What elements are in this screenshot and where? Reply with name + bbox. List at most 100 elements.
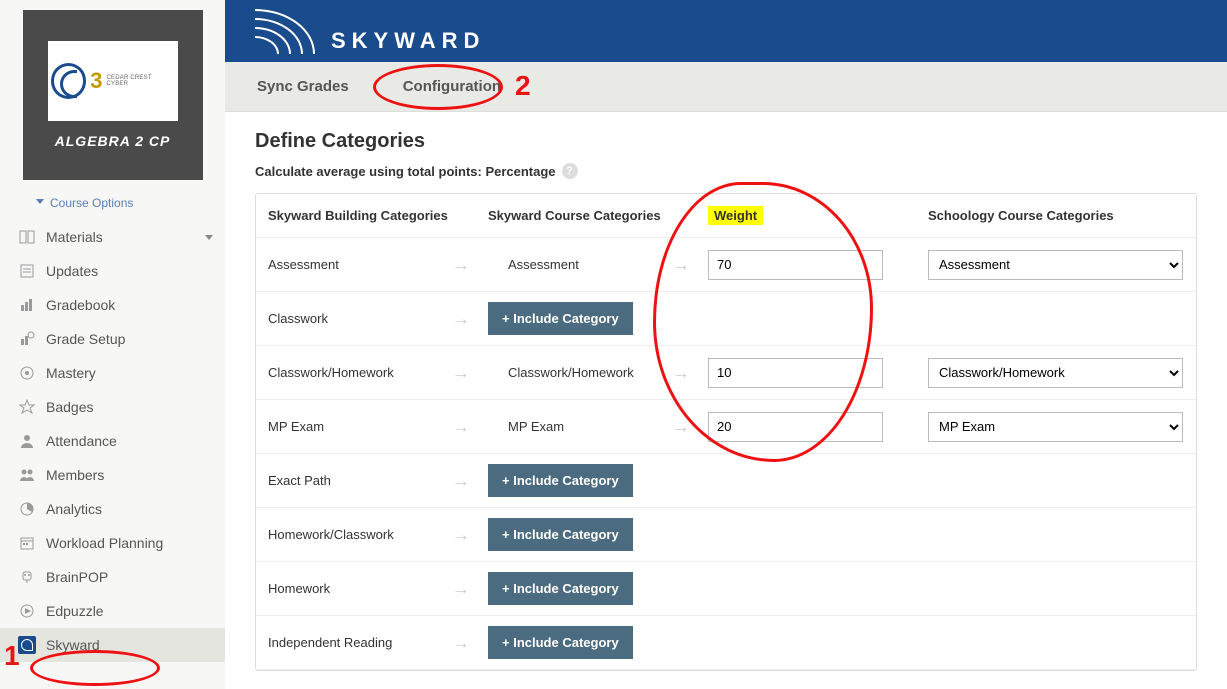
schoology-cell: Classwork/Homework (916, 354, 1196, 392)
course-category-cell: + Include Category (476, 568, 696, 609)
tab-sync-grades[interactable]: Sync Grades (245, 62, 361, 111)
course-category-cell: Classwork/Homework→ (476, 361, 696, 384)
table-row: Assessment → Assessment → Assessment (256, 238, 1196, 292)
course-options-toggle[interactable]: Course Options (0, 190, 225, 220)
help-icon[interactable]: ? (562, 163, 578, 179)
arrow-right-icon: → (672, 362, 690, 383)
weight-input[interactable] (708, 250, 883, 280)
sidebar-item-skyward[interactable]: Skyward (0, 628, 225, 662)
sidebar-item-brainpop[interactable]: BrainPOP (0, 560, 225, 594)
sidebar-item-materials[interactable]: Materials (0, 220, 225, 254)
building-category-text: Classwork/Homework (268, 365, 394, 380)
col-weight: Weight (696, 202, 916, 229)
course-card[interactable]: 3 CEDAR CREST CYBER ALGEBRA 2 CP (23, 10, 203, 180)
building-category-cell: Homework/Classwork → (256, 523, 476, 546)
arrow-right-icon: → (452, 416, 470, 437)
edpuzzle-icon (18, 602, 36, 620)
sidebar-item-label: Grade Setup (46, 331, 125, 347)
include-category-button[interactable]: + Include Category (488, 302, 633, 335)
skyward-brand-text: SKYWARD (331, 28, 485, 54)
sidebar-item-badges[interactable]: Badges (0, 390, 225, 424)
course-category-cell: + Include Category (476, 514, 696, 555)
badge-text: CEDAR CREST CYBER (106, 75, 174, 87)
include-category-button[interactable]: + Include Category (488, 572, 633, 605)
schoology-cell (916, 477, 1196, 485)
col-building: Skyward Building Categories (256, 204, 476, 227)
table-row: Classwork→+ Include Category (256, 292, 1196, 346)
updates-icon (18, 262, 36, 280)
include-category-button[interactable]: + Include Category (488, 626, 633, 659)
members-icon (18, 466, 36, 484)
schoology-cell (916, 639, 1196, 647)
weight-cell (696, 477, 916, 485)
building-category-text: Homework/Classwork (268, 527, 394, 542)
sidebar-item-analytics[interactable]: Analytics (0, 492, 225, 526)
arrow-right-icon: → (452, 524, 470, 545)
include-category-button[interactable]: + Include Category (488, 464, 633, 497)
mastery-icon (18, 364, 36, 382)
sidebar-item-label: Edpuzzle (46, 603, 104, 619)
tab-bar: Sync Grades Configuration 2 (225, 62, 1227, 112)
table-row: Homework/Classwork → + Include Category (256, 508, 1196, 562)
caret-down-icon (36, 199, 44, 204)
weight-cell (696, 585, 916, 593)
sidebar-item-edpuzzle[interactable]: Edpuzzle (0, 594, 225, 628)
col-schoology: Schoology Course Categories (916, 204, 1196, 227)
course-category-cell: MP Exam→ (476, 415, 696, 438)
sidebar-item-label: Skyward (46, 637, 100, 653)
sidebar-item-gradebook[interactable]: Gradebook (0, 288, 225, 322)
arrow-right-icon: → (452, 362, 470, 383)
include-category-button[interactable]: + Include Category (488, 518, 633, 551)
tab-configuration[interactable]: Configuration (391, 62, 513, 111)
sidebar-item-members[interactable]: Members (0, 458, 225, 492)
chevron-down-icon (205, 235, 213, 240)
sidebar-item-label: Members (46, 467, 104, 483)
sidebar-item-attendance[interactable]: Attendance (0, 424, 225, 458)
table-row: Exact Path→+ Include Category (256, 454, 1196, 508)
course-category-text: MP Exam (488, 419, 564, 434)
course-options-label: Course Options (50, 196, 133, 210)
weight-input[interactable] (708, 412, 883, 442)
subtitle-text: Calculate average using total points: Pe… (255, 164, 556, 179)
weight-cell (696, 531, 916, 539)
gradebook-icon (18, 296, 36, 314)
weight-cell (696, 408, 916, 446)
building-category-cell: MP Exam→ (256, 415, 476, 438)
sidebar-item-label: BrainPOP (46, 569, 108, 585)
arrow-right-icon: → (452, 308, 470, 329)
schoology-cell (916, 315, 1196, 323)
content-area: Define Categories Calculate average usin… (225, 112, 1227, 689)
building-category-cell: Assessment → (256, 253, 476, 276)
weight-input[interactable] (708, 358, 883, 388)
sidebar-item-label: Badges (46, 399, 93, 415)
sidebar-item-label: Updates (46, 263, 98, 279)
schoology-cell (916, 531, 1196, 539)
course-logo-box: 3 CEDAR CREST CYBER (48, 41, 178, 121)
weight-cell (696, 354, 916, 392)
schoology-category-select[interactable]: Classwork/Homework (928, 358, 1183, 388)
sidebar-item-label: Gradebook (46, 297, 115, 313)
skyward-banner: SKYWARD (225, 0, 1227, 62)
schoology-cell: MP Exam (916, 408, 1196, 446)
arrow-right-icon: → (672, 254, 690, 275)
schoology-cell: Assessment (916, 246, 1196, 284)
weight-header-highlight: Weight (708, 206, 763, 225)
sidebar-item-mastery[interactable]: Mastery (0, 356, 225, 390)
table-row: Homework→+ Include Category (256, 562, 1196, 616)
school-logo-icon (51, 63, 87, 99)
course-category-cell: + Include Category (476, 622, 696, 663)
schoology-category-select[interactable]: Assessment (928, 250, 1183, 280)
grade-setup-icon (18, 330, 36, 348)
course-category-text: Assessment (488, 257, 579, 272)
sidebar-item-updates[interactable]: Updates (0, 254, 225, 288)
building-category-text: Assessment (268, 257, 339, 272)
skyward-arcs-icon (255, 4, 325, 54)
schoology-category-select[interactable]: MP Exam (928, 412, 1183, 442)
sidebar-item-workload-planning[interactable]: Workload Planning (0, 526, 225, 560)
arrow-right-icon: → (452, 254, 470, 275)
page-subtitle: Calculate average using total points: Pe… (255, 163, 1197, 179)
sidebar-item-grade-setup[interactable]: Grade Setup (0, 322, 225, 356)
arrow-right-icon: → (452, 632, 470, 653)
table-header-row: Skyward Building Categories Skyward Cour… (256, 194, 1196, 238)
table-row: Independent Reading→+ Include Category (256, 616, 1196, 670)
